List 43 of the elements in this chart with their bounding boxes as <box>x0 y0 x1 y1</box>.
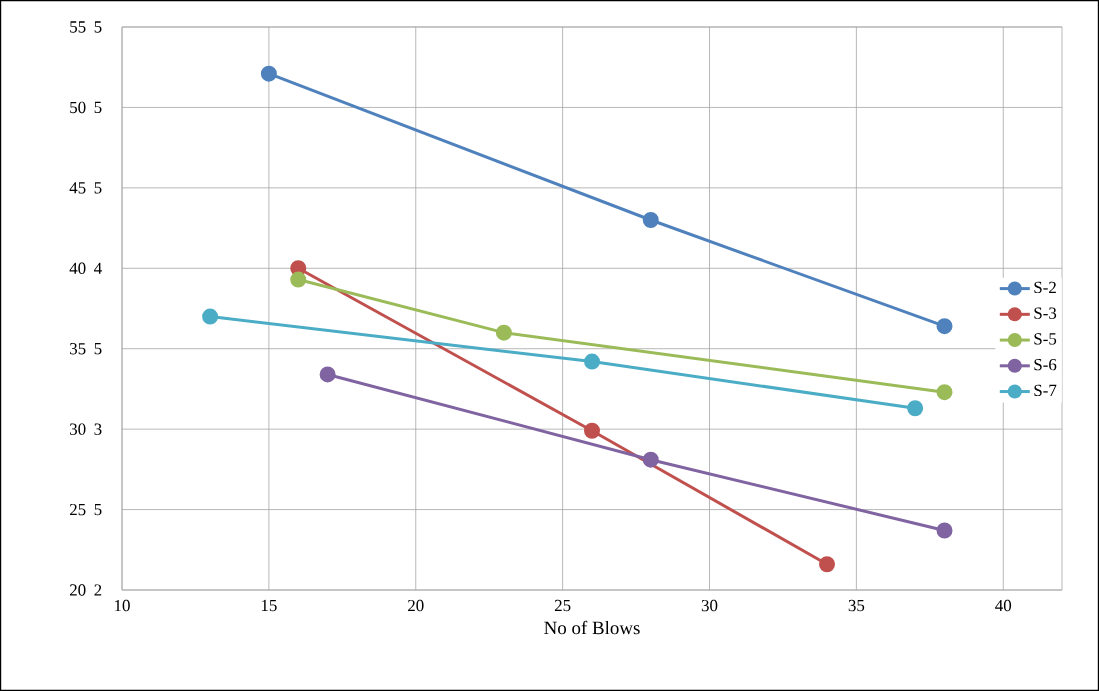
legend-label: S-5 <box>1034 333 1057 345</box>
text: 4 <box>94 262 102 274</box>
y-tick-label: 30 <box>70 423 86 435</box>
y-tick-label: 20 <box>69 584 86 596</box>
point <box>936 318 953 335</box>
text: 2 <box>94 584 102 596</box>
point <box>260 65 277 82</box>
x-tick-label: 25 <box>554 599 571 612</box>
x-tick-label: 35 <box>848 599 865 612</box>
point <box>584 422 600 439</box>
x-tick-label: 30 <box>701 599 718 612</box>
point <box>936 384 953 401</box>
x-tick-label: 20 <box>408 599 424 612</box>
point <box>290 271 307 288</box>
y-tick-label: 25 <box>69 503 86 516</box>
text: 3 <box>94 423 102 435</box>
y-tick-label: 40 <box>69 262 86 274</box>
point <box>319 366 336 383</box>
legend-label: S-6 <box>1034 358 1057 371</box>
x-tick-label: 15 <box>261 599 277 612</box>
x-tick-label: 10 <box>115 599 130 612</box>
y-tick-label: 55 <box>70 21 86 33</box>
y-tick-label: 35 <box>70 343 86 355</box>
text: 5 <box>94 182 102 194</box>
point <box>642 212 659 229</box>
text: 5 <box>94 503 102 516</box>
legend-label: S-2 <box>1034 281 1056 294</box>
x-tick-label: 40 <box>995 599 1012 612</box>
point <box>936 522 953 539</box>
text: 5 <box>94 21 102 33</box>
point <box>642 451 659 468</box>
point <box>202 308 219 325</box>
legend-label: S-7 <box>1034 384 1057 397</box>
text: 5 <box>94 101 102 114</box>
point <box>907 400 924 417</box>
point <box>819 556 835 573</box>
point <box>584 353 600 370</box>
legend-label: S-3 <box>1034 307 1057 319</box>
x-axis-title: No of Blows <box>544 620 640 635</box>
y-tick-label: 45 <box>69 182 86 194</box>
text: 5 <box>94 343 102 355</box>
y-tick-label: 50 <box>70 101 86 114</box>
point <box>495 324 512 341</box>
